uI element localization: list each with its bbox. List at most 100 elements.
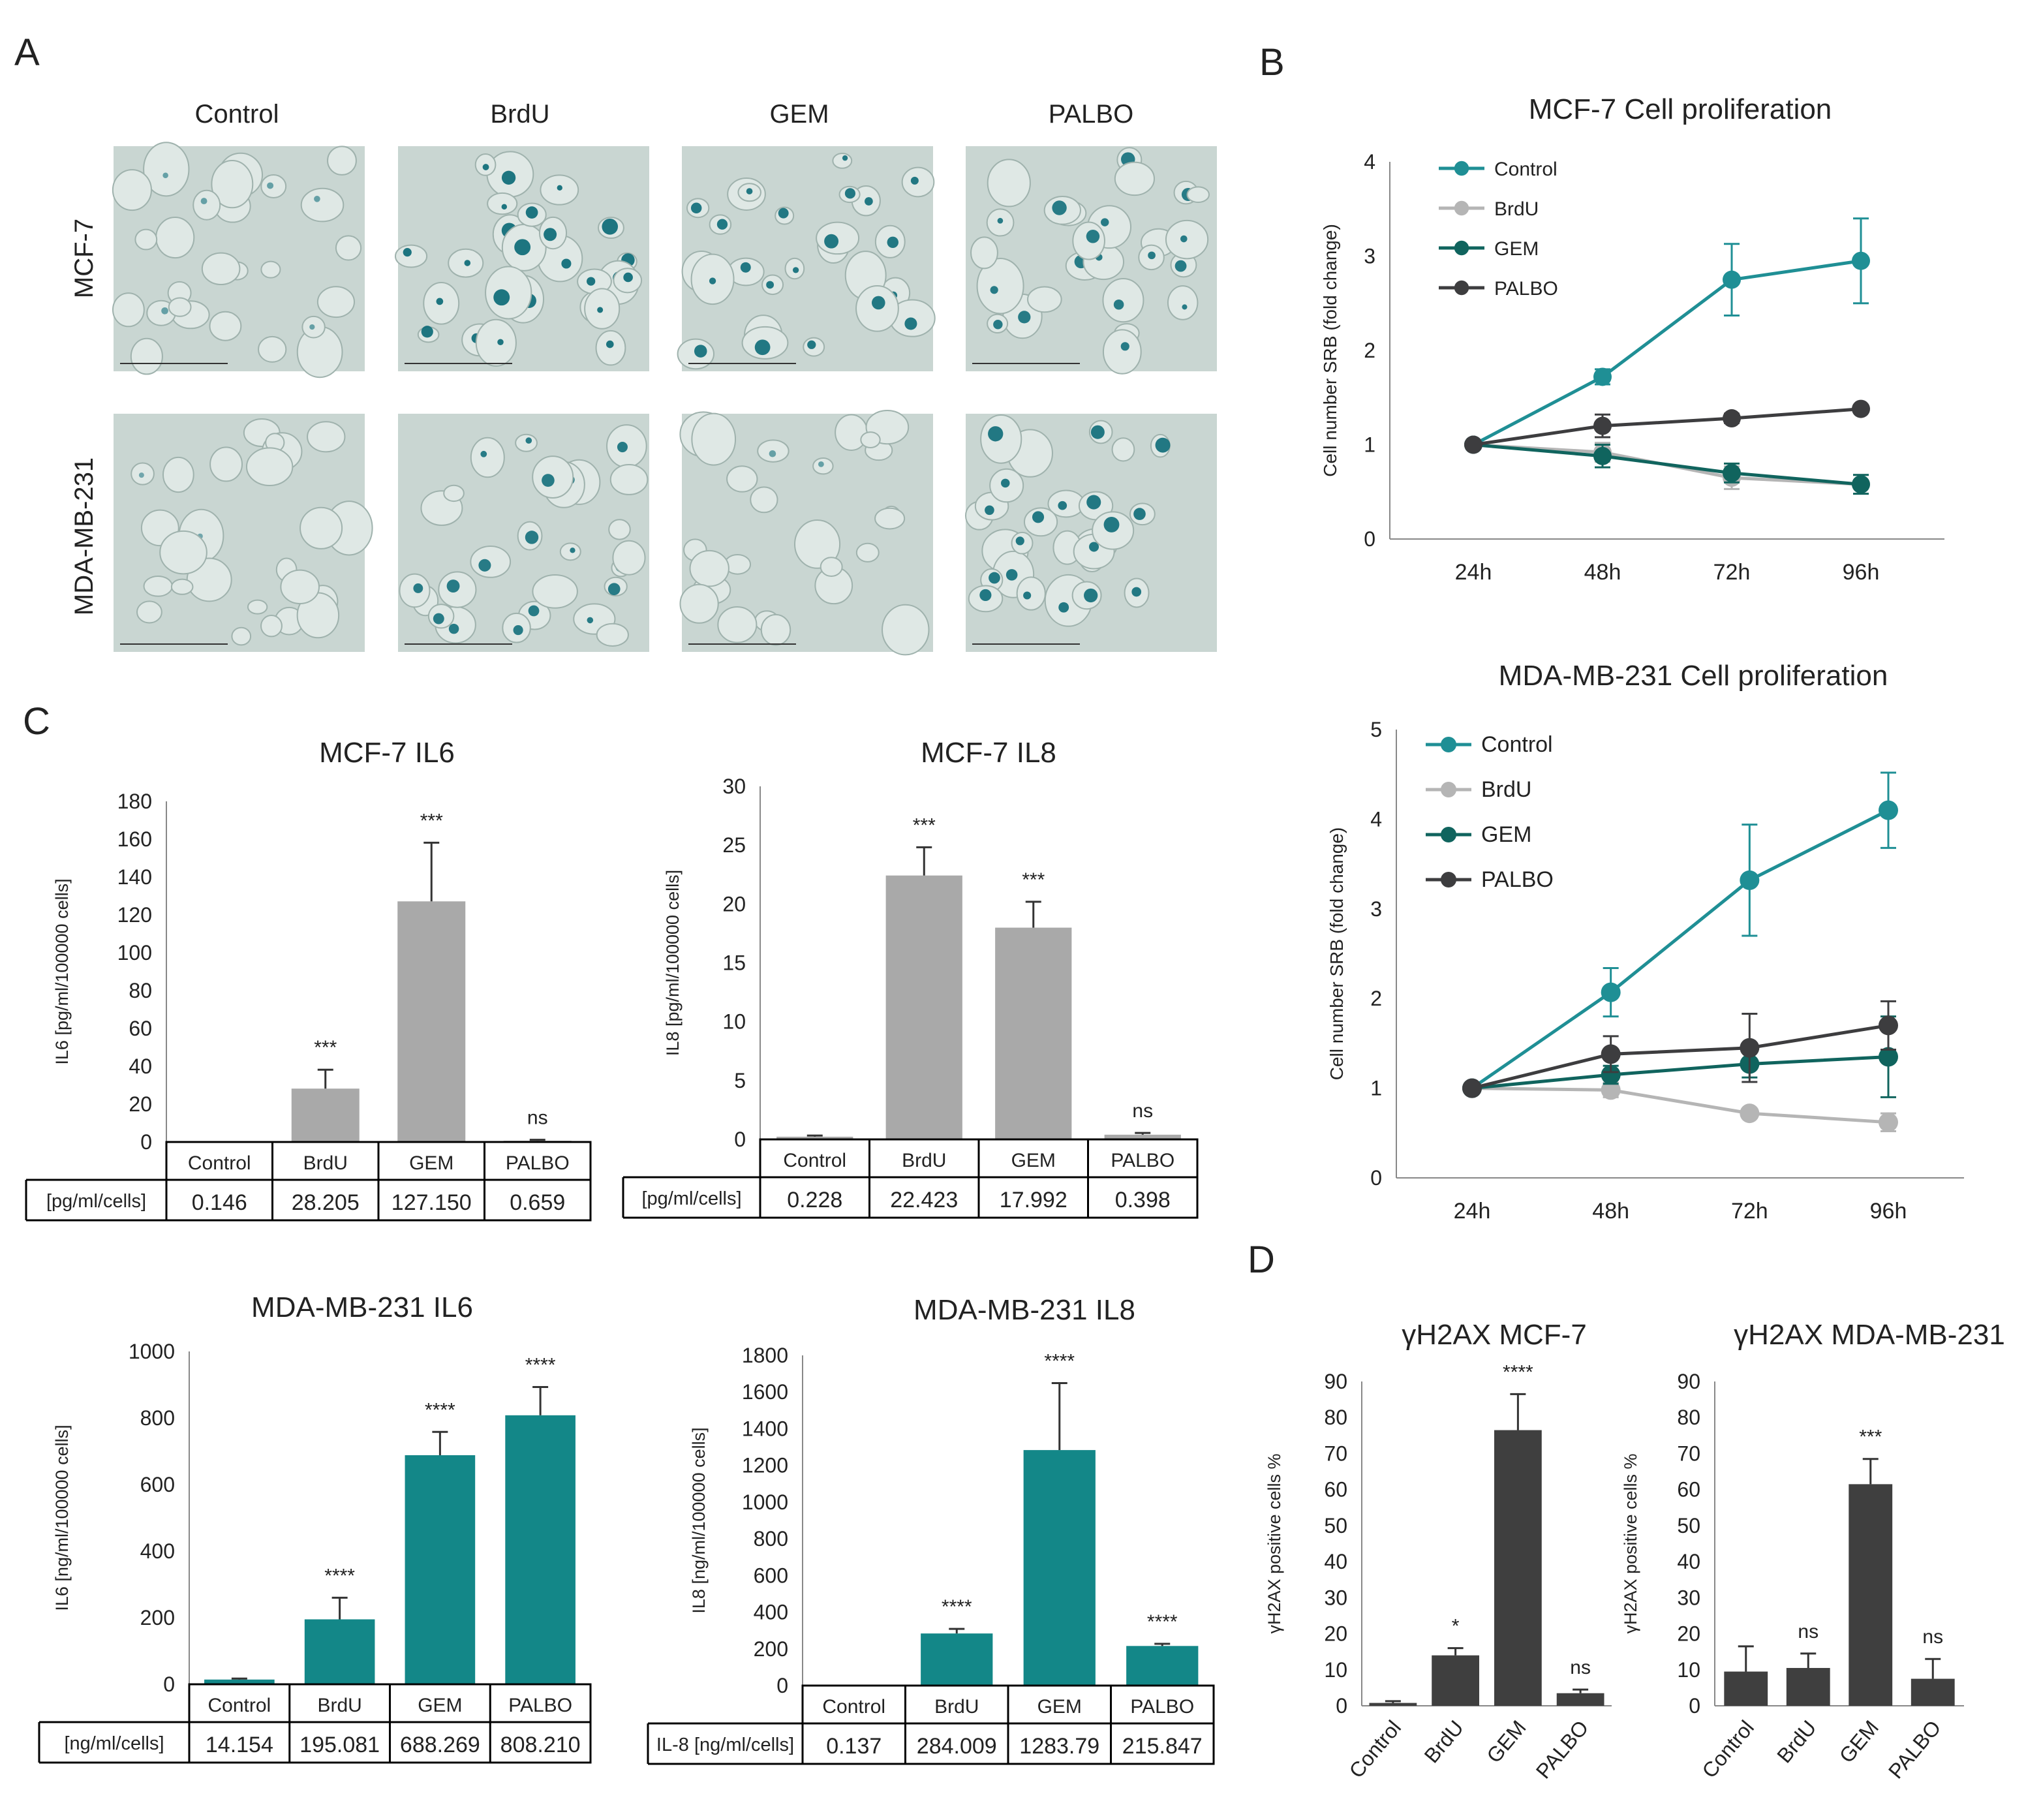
- cell-outline: [726, 465, 758, 493]
- cell-outline: [258, 335, 287, 363]
- y-tick-label: 100: [117, 941, 152, 964]
- y-tick-label: 0: [1336, 1694, 1347, 1718]
- cell-outline: [882, 604, 930, 656]
- bar: [304, 1619, 375, 1684]
- cell-outline: [980, 414, 1022, 464]
- x-tick-label: 48h: [1584, 560, 1621, 585]
- x-tick-label: BrdU: [934, 1696, 979, 1718]
- y-tick-label: 10: [722, 1010, 746, 1034]
- legend-marker: [1441, 872, 1456, 887]
- cell-outline: [170, 578, 194, 595]
- legend-label: Control: [1481, 732, 1553, 757]
- legend-marker: [1454, 240, 1469, 256]
- stain-spot: [1101, 218, 1109, 226]
- table-value: 1283.79: [1019, 1734, 1099, 1759]
- table-row-label: [pg/ml/cells]: [641, 1188, 741, 1209]
- cell-outline: [307, 421, 346, 453]
- data-point: [1723, 463, 1741, 482]
- x-tick-label: 72h: [1713, 560, 1751, 585]
- stain-spot: [716, 219, 728, 230]
- series-line: [1472, 259, 1862, 446]
- bar: [921, 1633, 993, 1686]
- x-tick-label: 48h: [1592, 1199, 1629, 1224]
- stain-spot: [1180, 235, 1188, 243]
- cell-outline: [1167, 285, 1199, 320]
- micro-col-label: PALBO: [1049, 100, 1133, 129]
- cell-outline: [691, 412, 737, 466]
- y-tick-label: 1: [1370, 1077, 1382, 1100]
- y-tick-label: 60: [129, 1017, 152, 1040]
- stain-spot: [557, 185, 562, 191]
- stain-spot: [740, 262, 751, 273]
- x-tick-label: PALBO: [508, 1695, 572, 1716]
- stain-spot: [514, 239, 531, 256]
- y-tick-label: 15: [722, 951, 746, 975]
- cell-outline: [136, 600, 162, 624]
- cell-outline: [162, 456, 194, 493]
- stain-spot: [887, 236, 898, 249]
- stain-spot: [818, 461, 824, 467]
- cell-outline: [794, 519, 841, 569]
- cell-outline: [970, 236, 998, 270]
- bar: [1724, 1671, 1768, 1706]
- x-tick-label: PALBO: [1531, 1716, 1593, 1783]
- bar: [1023, 1450, 1096, 1686]
- stain-spot: [824, 234, 839, 249]
- x-tick-label: PALBO: [1111, 1150, 1174, 1171]
- data-point: [1601, 982, 1621, 1002]
- cell-outline: [280, 569, 320, 604]
- significance-label: ***: [913, 814, 936, 836]
- data-point: [1593, 446, 1612, 465]
- table-value: 14.154: [206, 1733, 273, 1757]
- cell-outline: [679, 583, 719, 624]
- significance-label: ****: [425, 1399, 455, 1421]
- significance-label: ***: [1022, 869, 1045, 891]
- stain-spot: [746, 188, 753, 194]
- x-tick-label: Control: [188, 1152, 251, 1174]
- x-tick-label: GEM: [1482, 1716, 1530, 1767]
- legend-label: BrdU: [1481, 777, 1531, 802]
- y-tick-label: 50: [1324, 1514, 1347, 1537]
- stain-spot: [413, 583, 423, 593]
- y-tick-label: 60: [1324, 1478, 1347, 1502]
- y-tick-label: 800: [140, 1406, 175, 1430]
- x-tick-label: BrdU: [1420, 1716, 1468, 1767]
- stain-spot: [587, 617, 594, 624]
- stain-spot: [1018, 311, 1031, 324]
- data-point: [1852, 475, 1870, 494]
- stain-spot: [690, 202, 702, 214]
- stain-spot: [989, 572, 1000, 584]
- y-axis-label: IL8 [pg/ml/100000 cells]: [663, 870, 683, 1056]
- y-tick-label: 1000: [742, 1490, 788, 1514]
- cell-outline: [143, 575, 173, 597]
- stain-spot: [910, 176, 919, 185]
- chart-mdamb231-il8: MDA-MB-231 IL8 0 200 400 600 800 1000 1200 1400 1…: [647, 1294, 1215, 1765]
- chart-title: MCF-7 IL6: [319, 737, 455, 769]
- stain-spot: [1182, 304, 1188, 310]
- micro-col-label: GEM: [769, 100, 829, 129]
- chart-title: MDA-MB-231 IL8: [913, 1294, 1135, 1326]
- legend-label: Control: [1494, 159, 1558, 180]
- y-tick-label: 80: [129, 979, 152, 1002]
- bar: [1849, 1484, 1893, 1706]
- stain-spot: [709, 277, 716, 285]
- table-value: 127.150: [391, 1190, 472, 1215]
- y-tick-label: 20: [129, 1092, 152, 1116]
- significance-label: ns: [527, 1107, 548, 1129]
- x-tick-label: BrdU: [902, 1150, 946, 1171]
- x-tick-label: PALBO: [506, 1152, 570, 1174]
- stain-spot: [513, 625, 523, 636]
- cell-outline: [596, 623, 629, 647]
- y-tick-label: 4: [1370, 807, 1382, 831]
- significance-label: ****: [525, 1354, 556, 1376]
- table-value: 195.081: [299, 1733, 380, 1757]
- cell-outline: [855, 542, 880, 563]
- cell-outline: [168, 297, 192, 317]
- x-tick-label: BrdU: [317, 1695, 361, 1716]
- x-tick-label: BrdU: [303, 1152, 348, 1174]
- x-tick-label: 24h: [1454, 1199, 1491, 1224]
- bar: [995, 927, 1072, 1139]
- y-tick-label: 90: [1677, 1370, 1700, 1393]
- stain-spot: [1090, 425, 1105, 439]
- panel-letter-b: B: [1259, 41, 1285, 84]
